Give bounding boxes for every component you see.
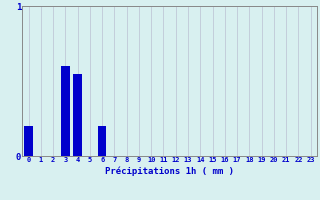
Bar — [98, 126, 107, 156]
Bar — [61, 66, 70, 156]
Bar — [24, 126, 33, 156]
X-axis label: Précipitations 1h ( mm ): Précipitations 1h ( mm ) — [105, 166, 234, 176]
Bar — [73, 73, 82, 156]
